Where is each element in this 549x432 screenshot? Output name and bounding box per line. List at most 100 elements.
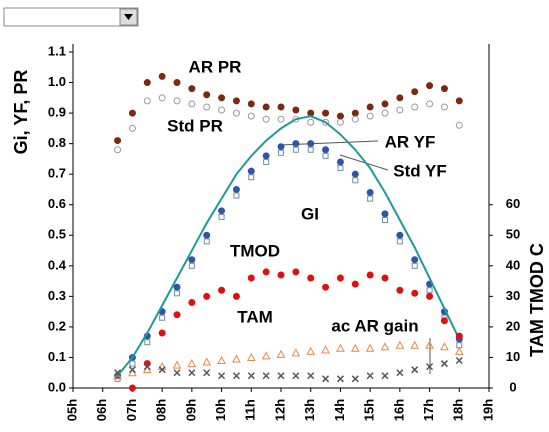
- data-point: [336, 112, 344, 120]
- dropdown-arrow: [124, 14, 133, 20]
- data-point: [336, 343, 345, 352]
- data-point: [114, 146, 122, 154]
- data-point: [232, 185, 240, 193]
- data-point: [396, 369, 404, 377]
- x-tick-label: 06h: [94, 399, 109, 421]
- data-point: [351, 109, 359, 117]
- data-point: [381, 210, 389, 218]
- data-point: [277, 103, 285, 111]
- data-point: [350, 343, 360, 352]
- data-point: [247, 372, 255, 380]
- data-point: [411, 366, 419, 374]
- data-point: [247, 274, 255, 282]
- x-tick-label: 18h: [451, 399, 466, 421]
- data-point: [426, 292, 434, 300]
- data-point: [292, 106, 300, 114]
- data-point: [454, 346, 464, 355]
- data-point: [382, 217, 388, 223]
- data-point: [262, 372, 270, 380]
- x-tick-label: 17h: [421, 399, 436, 421]
- dropdown-box[interactable]: [3, 7, 139, 27]
- data-point: [173, 283, 181, 291]
- annotation-arrow: [339, 154, 389, 171]
- data-point: [203, 231, 211, 239]
- x-tick-label: 09h: [183, 399, 198, 421]
- data-point: [277, 372, 285, 380]
- x-tick-label: 11h: [243, 399, 258, 421]
- data-point: [291, 348, 301, 357]
- dropdown[interactable]: [3, 7, 139, 27]
- data-point: [173, 97, 181, 105]
- data-point: [322, 146, 330, 154]
- data-point: [426, 82, 434, 90]
- data-point: [426, 287, 433, 294]
- data-point: [277, 115, 285, 123]
- data-point: [410, 340, 420, 349]
- data-point: [232, 97, 240, 105]
- data-point: [188, 369, 196, 377]
- y-tick-label: 0.2: [48, 318, 66, 333]
- data-point: [203, 103, 211, 111]
- data-point: [128, 109, 136, 117]
- series-label: AR YF: [385, 132, 436, 151]
- series-label: AR PR: [189, 57, 242, 76]
- y-tick-label: 0.1: [48, 349, 66, 364]
- data-point: [440, 85, 448, 93]
- x-tick-label: 14h: [332, 399, 347, 421]
- data-point: [232, 354, 241, 363]
- data-point: [263, 158, 270, 165]
- data-point: [352, 177, 359, 184]
- y-axis-title: Gi, YF, PR: [11, 70, 31, 155]
- data-point: [218, 94, 226, 102]
- data-point: [322, 152, 329, 159]
- data-point: [411, 256, 419, 264]
- x-tick-label: 16h: [391, 399, 406, 421]
- data-point: [365, 343, 375, 352]
- data-point: [173, 79, 181, 87]
- data-point: [203, 91, 211, 99]
- data-point: [247, 112, 255, 120]
- y-tick-label: 0.4: [48, 257, 67, 272]
- data-point: [395, 340, 405, 349]
- data-point: [232, 109, 240, 117]
- data-point: [322, 283, 330, 291]
- data-point: [188, 85, 196, 93]
- x-tick-label: 19h: [480, 399, 495, 421]
- data-point: [351, 170, 359, 178]
- data-point: [336, 118, 344, 126]
- data-point: [455, 356, 463, 365]
- data-point: [440, 103, 448, 111]
- data-point: [307, 140, 315, 148]
- data-point: [322, 375, 330, 383]
- data-point: [247, 167, 255, 175]
- data-point: [322, 109, 330, 117]
- data-point: [381, 274, 389, 282]
- data-point: [411, 88, 419, 96]
- series-label: Std PR: [167, 116, 223, 135]
- data-point: [292, 146, 299, 153]
- y-tick-label: 0.9: [48, 105, 66, 120]
- data-point: [188, 256, 196, 264]
- data-point: [396, 238, 403, 245]
- data-point: [248, 174, 255, 181]
- data-point: [246, 352, 256, 361]
- data-point: [277, 271, 285, 279]
- data-point: [306, 346, 316, 355]
- data-point: [128, 366, 136, 374]
- data-point: [336, 375, 344, 383]
- data-point: [367, 195, 374, 202]
- data-point: [366, 112, 374, 120]
- series-label: GI: [301, 204, 319, 223]
- y-tick-label: 1.0: [48, 74, 66, 89]
- data-point: [322, 118, 330, 126]
- data-point: [292, 268, 300, 276]
- x-tick-label: 15h: [362, 399, 377, 421]
- data-point: [292, 140, 300, 148]
- data-point: [366, 372, 374, 380]
- data-point: [158, 94, 166, 102]
- data-point: [218, 207, 226, 215]
- data-point: [455, 97, 463, 105]
- data-point: [276, 349, 286, 358]
- data-point: [143, 363, 151, 371]
